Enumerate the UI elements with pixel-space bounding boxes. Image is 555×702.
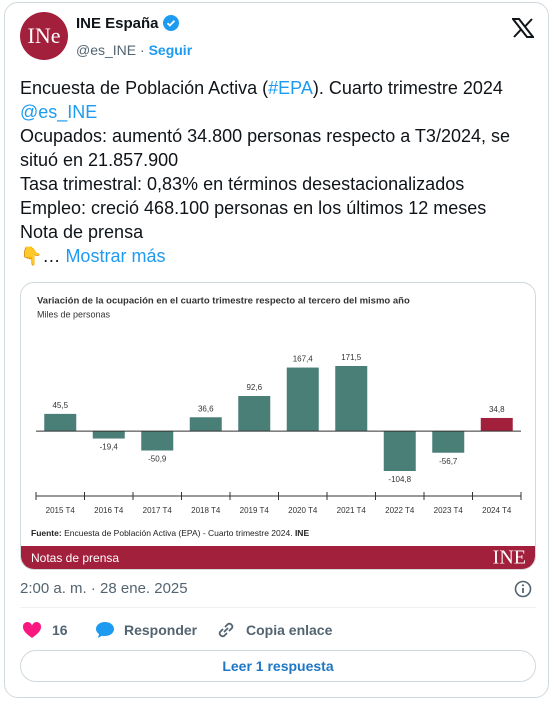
value-label: 45,5: [52, 401, 68, 410]
paragraph: Ocupados: aumentó 34.800 personas respec…: [20, 124, 540, 172]
text: Encuesta de Población Activa (: [20, 78, 269, 98]
x-tick-label: 2024 T4: [482, 506, 512, 515]
media[interactable]: Variación de la ocupación en el cuarto t…: [20, 282, 536, 570]
x-tick-label: 2015 T4: [46, 506, 76, 515]
display-name[interactable]: INE España: [76, 15, 179, 32]
link[interactable]: #EPA: [268, 78, 313, 98]
value-label: 34,8: [489, 405, 505, 414]
text: Nota de prensa: [20, 222, 144, 242]
value-label: -104,8: [388, 475, 411, 484]
reply-button[interactable]: Responder: [124, 622, 198, 638]
verified-badge: [162, 15, 179, 31]
handle-row: @es_INE · Seguir: [76, 42, 193, 58]
link-icon[interactable]: [216, 620, 236, 640]
text: 👇: [20, 246, 43, 266]
bar: [480, 417, 513, 432]
bar: [141, 431, 174, 451]
chart: Variación de la ocupación en el cuarto t…: [21, 296, 535, 569]
like-icon[interactable]: [22, 621, 42, 639]
banner-text: Notas de prensa: [31, 551, 119, 565]
bar: [383, 431, 416, 471]
paragraph: 👇… Mostrar más: [20, 244, 540, 268]
tweet-text: Encuesta de Población Activa (#EPA). Cua…: [20, 76, 540, 268]
text: ). Cuarto trimestre 2024: [312, 78, 503, 98]
x-tick-label: 2017 T4: [143, 506, 173, 515]
banner-logo: INE: [493, 547, 526, 569]
link[interactable]: Mostrar más: [65, 246, 166, 266]
bar: [335, 366, 368, 432]
timestamp[interactable]: 2:00 a. m. · 28 ene. 2025: [20, 580, 188, 597]
like-count[interactable]: 16: [52, 622, 68, 638]
value-label: -50,9: [148, 455, 167, 464]
text: Tasa trimestral: 0,83% en términos deses…: [20, 174, 465, 194]
x-logo[interactable]: [512, 18, 534, 38]
value-label: -19,4: [100, 443, 119, 452]
bar: [286, 367, 319, 432]
source-org: INE: [295, 528, 310, 538]
source-label: Fuente:: [31, 528, 62, 538]
bar: [92, 431, 125, 439]
copy-link-button[interactable]: Copia enlace: [246, 622, 333, 638]
follow-button[interactable]: Seguir: [148, 42, 193, 58]
text: Empleo: creció 468.100 personas en los ú…: [20, 198, 487, 218]
paragraph: Tasa trimestral: 0,83% en términos deses…: [20, 172, 540, 196]
value-label: 36,6: [198, 404, 214, 413]
paragraph: Encuesta de Población Activa (#EPA). Cua…: [20, 76, 540, 124]
source: Fuente: Encuesta de Población Activa (EP…: [31, 528, 309, 538]
bar: [238, 395, 271, 432]
x-tick-label: 2018 T4: [191, 506, 221, 515]
separator: [20, 607, 536, 608]
text: Ocupados: aumentó 34.800 personas respec…: [20, 126, 510, 170]
avatar[interactable]: INe: [20, 12, 68, 60]
x-tick-label: 2019 T4: [240, 506, 270, 515]
value-label: 171,5: [341, 353, 362, 362]
banner: [21, 546, 535, 569]
value-label: -56,7: [439, 457, 458, 466]
chart-subtitle: Miles de personas: [37, 309, 111, 319]
source-text: Encuesta de Población Activa (EPA) - Cua…: [62, 528, 295, 538]
reply-icon[interactable]: [94, 620, 116, 640]
x-tick-label: 2022 T4: [385, 506, 415, 515]
name[interactable]: INE España: [76, 15, 159, 32]
bar: [189, 417, 222, 432]
x-tick-label: 2021 T4: [337, 506, 367, 515]
value-label: 167,4: [293, 355, 314, 364]
tweet-card: [4, 2, 549, 698]
bar: [432, 431, 465, 453]
bar: [44, 413, 77, 432]
x-tick-label: 2023 T4: [434, 506, 464, 515]
handle[interactable]: @es_INE: [76, 42, 137, 58]
text: …: [42, 246, 66, 266]
paragraph: Nota de prensa: [20, 220, 540, 244]
read-replies-button[interactable]: Leer 1 respuesta: [20, 650, 536, 682]
x-tick-label: 2016 T4: [94, 506, 124, 515]
info-icon[interactable]: [514, 580, 532, 598]
chart-title: Variación de la ocupación en el cuarto t…: [37, 296, 410, 307]
paragraph: Empleo: creció 468.100 personas en los ú…: [20, 196, 540, 220]
x-tick-label: 2020 T4: [288, 506, 318, 515]
value-label: 92,6: [246, 383, 262, 392]
link[interactable]: @es_INE: [20, 102, 98, 122]
